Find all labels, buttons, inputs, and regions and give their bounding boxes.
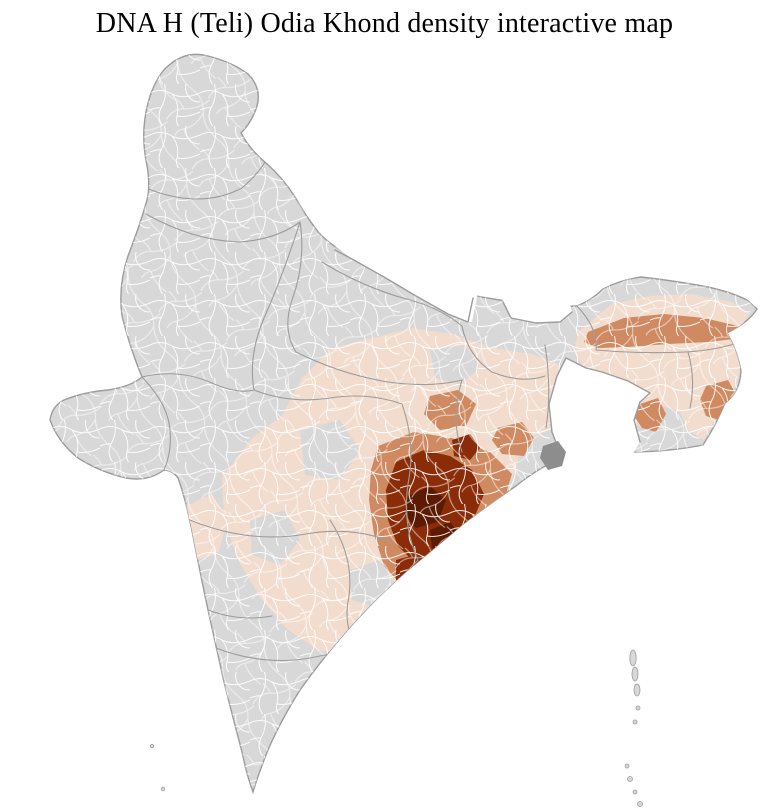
bhutan-cutout [500,290,572,323]
country-cutouts [330,238,650,474]
nicobar-islands[interactable] [624,763,643,807]
bhutan-border [502,301,573,324]
andaman-islands[interactable] [629,649,641,725]
map-title: DNA H (Teli) Odia Khond density interact… [95,8,674,39]
density-layer[interactable] [0,40,769,812]
district-grid-2 [50,54,757,792]
state-borders [141,159,741,662]
bangladesh-cutout [549,358,650,474]
bangladesh-border [548,357,651,459]
lakshadweep-islands[interactable] [149,744,166,792]
nepal-border [334,249,474,323]
urban-district-patch[interactable] [540,441,566,470]
nepal-cutout [330,238,478,322]
international-borders [334,249,651,459]
